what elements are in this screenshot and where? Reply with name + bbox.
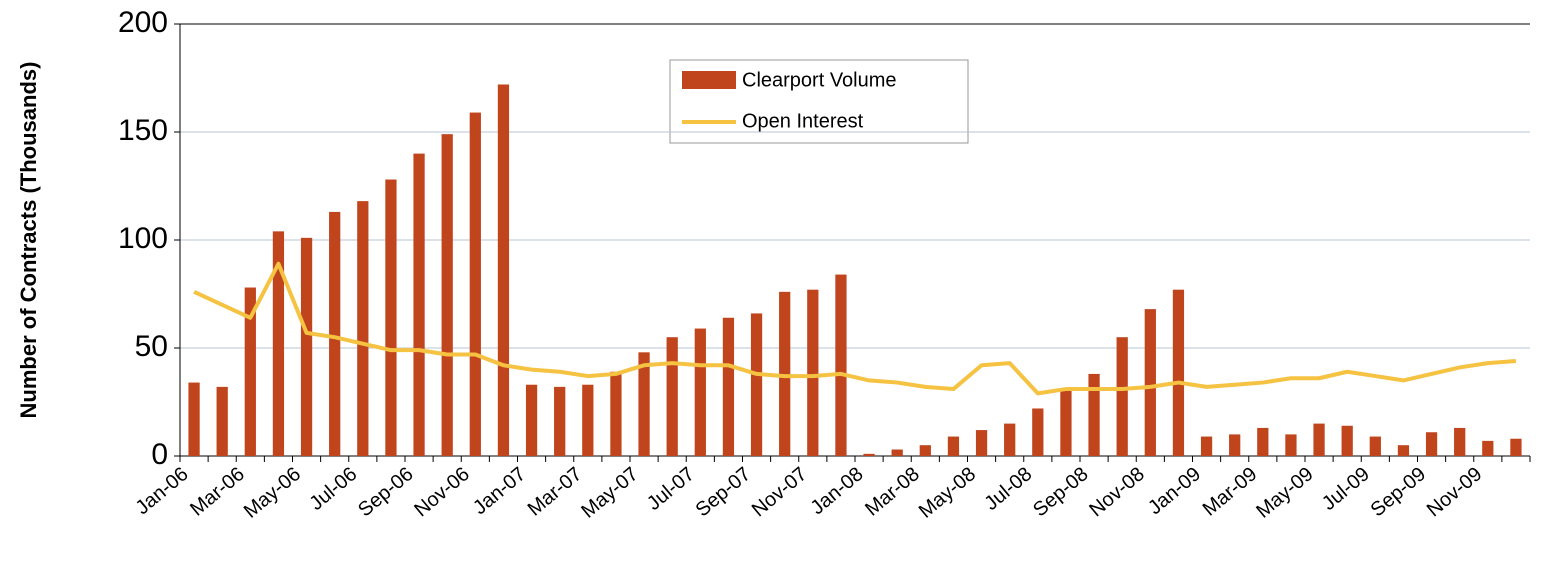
legend-swatch bbox=[682, 71, 736, 89]
bar bbox=[1229, 434, 1241, 456]
bar bbox=[610, 371, 622, 456]
bar bbox=[1482, 440, 1494, 456]
x-tick-label: Jan-09 bbox=[1144, 463, 1205, 519]
x-tick-label: Jul-09 bbox=[1318, 463, 1374, 515]
y-tick-label: 200 bbox=[118, 6, 168, 39]
bar bbox=[1032, 408, 1044, 456]
bar bbox=[975, 430, 988, 456]
x-tick-label: Nov-09 bbox=[1423, 463, 1487, 521]
bar bbox=[1285, 434, 1297, 456]
bar bbox=[329, 211, 341, 456]
bar bbox=[779, 291, 791, 456]
bar bbox=[891, 449, 903, 456]
y-tick-label: 100 bbox=[118, 222, 168, 255]
bar bbox=[1004, 423, 1016, 456]
bar bbox=[835, 274, 847, 456]
bar bbox=[1200, 436, 1213, 456]
bar bbox=[1172, 289, 1185, 456]
x-tick-label: Jan-06 bbox=[132, 463, 193, 519]
bar bbox=[441, 134, 453, 456]
bar bbox=[497, 84, 510, 456]
legend-label: Clearport Volume bbox=[742, 69, 897, 91]
bar bbox=[1454, 427, 1466, 456]
y-axis-title: Number of Contracts (Thousands) bbox=[16, 62, 41, 419]
bar bbox=[1425, 432, 1438, 456]
line bbox=[193, 261, 1517, 396]
bar bbox=[554, 386, 566, 456]
bar bbox=[1369, 436, 1381, 456]
x-tick-label: Sep-08 bbox=[1029, 463, 1093, 521]
legend-label: Open Interest bbox=[742, 110, 864, 132]
bar bbox=[638, 352, 650, 456]
bar bbox=[1116, 337, 1128, 456]
x-tick-label: Jul-07 bbox=[643, 463, 699, 515]
bar bbox=[1144, 309, 1156, 456]
bar bbox=[750, 313, 763, 456]
bar bbox=[525, 384, 538, 456]
x-tick-label: Sep-07 bbox=[692, 463, 756, 521]
bar bbox=[385, 179, 397, 456]
bar bbox=[1088, 373, 1100, 456]
bar bbox=[469, 112, 481, 456]
x-tick-label: Jan-08 bbox=[807, 463, 868, 519]
legend: Clearport Volume Open Interest bbox=[669, 59, 969, 144]
x-tick-label: Sep-06 bbox=[354, 463, 418, 521]
x-tick-label: Mar-08 bbox=[861, 463, 924, 521]
bar bbox=[1341, 425, 1353, 456]
x-tick-label: Jan-07 bbox=[469, 463, 530, 519]
bar bbox=[807, 289, 819, 456]
bar bbox=[1060, 389, 1072, 456]
x-tick-label: Mar-07 bbox=[524, 463, 587, 521]
y-tick-label: 0 bbox=[151, 438, 168, 471]
bar bbox=[1313, 423, 1325, 456]
bar bbox=[666, 337, 678, 456]
bar bbox=[413, 153, 425, 456]
y-tick-label: 50 bbox=[135, 330, 168, 363]
y-tick-label: 150 bbox=[118, 114, 168, 147]
bar bbox=[694, 328, 706, 456]
bar bbox=[188, 382, 200, 456]
bar bbox=[357, 201, 369, 456]
x-tick-label: Nov-08 bbox=[1085, 463, 1149, 521]
bar bbox=[1510, 438, 1522, 456]
bar bbox=[244, 287, 256, 456]
bar bbox=[919, 445, 931, 456]
bar bbox=[216, 386, 228, 456]
bar bbox=[300, 237, 313, 456]
x-tick-label: May-07 bbox=[577, 463, 642, 523]
bar bbox=[863, 453, 875, 456]
bar bbox=[947, 436, 960, 456]
x-tick-label: Mar-06 bbox=[186, 463, 249, 521]
bar bbox=[582, 384, 594, 456]
x-tick-label: May-08 bbox=[915, 463, 980, 523]
x-tick-label: Mar-09 bbox=[1199, 463, 1262, 521]
bar bbox=[272, 231, 285, 456]
x-tick-label: May-09 bbox=[1252, 463, 1317, 523]
bar bbox=[1257, 427, 1269, 456]
x-tick-label: Jul-06 bbox=[305, 463, 361, 515]
x-tick-label: Jul-08 bbox=[980, 463, 1036, 515]
x-tick-label: May-06 bbox=[240, 463, 305, 523]
x-tick-label: Nov-06 bbox=[410, 463, 474, 521]
x-tick-label: Sep-09 bbox=[1367, 463, 1431, 521]
bar bbox=[1397, 445, 1410, 456]
bar bbox=[722, 317, 735, 456]
x-tick-label: Nov-07 bbox=[748, 463, 812, 521]
